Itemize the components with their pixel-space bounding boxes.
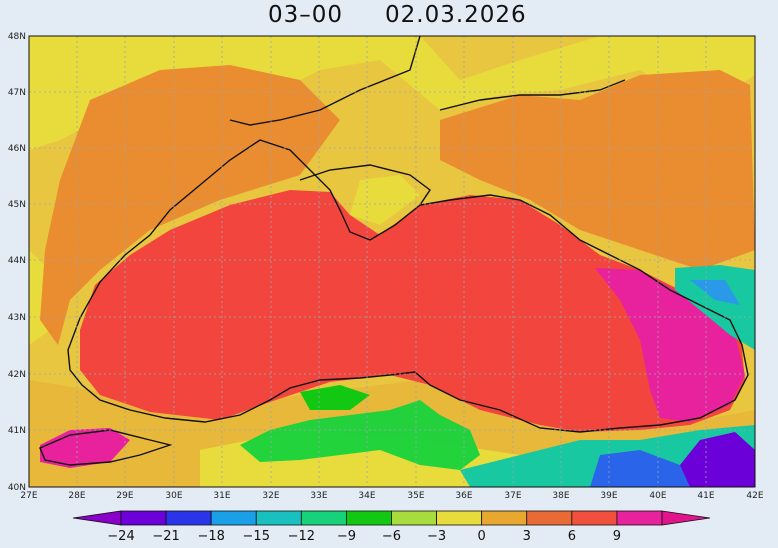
field-cold-blue-east <box>590 450 700 487</box>
field-warm-east <box>440 70 755 270</box>
field-cool-green-coast <box>300 385 370 410</box>
azov-east-coast <box>439 79 626 111</box>
colorbar-label: 3 <box>523 529 531 544</box>
lon-tick-label: 29E <box>116 491 133 501</box>
colorbar-segment <box>346 510 392 526</box>
title-time: 03–00 <box>268 2 344 28</box>
lon-tick-label: 34E <box>358 491 375 501</box>
field-neutral-crimea <box>350 175 420 225</box>
lon-tick-label: 31E <box>213 491 230 501</box>
marmara-coast <box>39 429 173 466</box>
colorbar-segment <box>481 510 528 526</box>
lon-tick-label: 33E <box>310 491 327 501</box>
colorbar-segment <box>391 510 437 526</box>
title-date: 02.03.2026 <box>385 2 527 28</box>
field-cold-violet-east <box>680 432 755 487</box>
colorbar-label: 0 <box>478 529 486 544</box>
crimea-coast <box>299 164 431 206</box>
colorbar-max-arrow <box>661 510 711 526</box>
field-cool-cyan-caucasus <box>675 265 755 350</box>
lat-tick-label: 48N <box>8 32 26 42</box>
colorbar-segment <box>255 510 302 526</box>
map-title: 03–00 02.03.2026 <box>0 2 778 30</box>
lon-axis: 27E 28E 29E 30E 31E 32E 33E 34E 35E 36E … <box>20 491 763 501</box>
colorbar-segment <box>526 510 573 526</box>
lat-lon-grid <box>29 36 755 487</box>
colorbar-label: −21 <box>152 529 179 544</box>
lon-tick-label: 27E <box>20 491 37 501</box>
black-sea-coast <box>67 139 749 433</box>
field-warm-nw <box>40 65 340 345</box>
colorbar-label: −12 <box>288 529 315 544</box>
coastline <box>39 36 749 466</box>
lon-tick-label: 36E <box>455 491 472 501</box>
map-frame <box>28 35 756 488</box>
colorbar-segment <box>165 510 212 526</box>
lon-tick-label: 37E <box>504 491 521 501</box>
colorbar-segment <box>616 510 663 526</box>
colorbar-label: −18 <box>197 529 224 544</box>
lat-tick-label: 45N <box>8 200 26 210</box>
temperature-field <box>29 36 755 487</box>
colorbar-segment <box>210 510 257 526</box>
field-neutral-north <box>29 36 755 150</box>
lat-tick-label: 46N <box>8 144 26 154</box>
lon-tick-label: 32E <box>262 491 279 501</box>
lon-tick-label: 39E <box>600 491 617 501</box>
colorbar-label: −15 <box>243 529 270 544</box>
lat-tick-label: 42N <box>8 370 26 380</box>
lat-tick-label: 44N <box>8 256 26 266</box>
colorbar-segment <box>300 510 347 526</box>
field-cool-blue-caucasus <box>690 280 740 305</box>
field-sea-hot-east <box>595 268 745 422</box>
lat-axis: 48N 47N 46N 45N 44N 43N 42N 41N 40N <box>8 32 26 493</box>
colorbar-segment <box>120 510 167 526</box>
colorbar-segment <box>571 510 618 526</box>
lon-tick-label: 42E <box>746 491 763 501</box>
colorbar-label: −6 <box>382 529 401 544</box>
lon-tick-label: 35E <box>407 491 424 501</box>
field-cool-green-south <box>240 400 480 470</box>
lat-tick-label: 47N <box>8 88 26 98</box>
lon-tick-label: 30E <box>165 491 182 501</box>
lon-tick-label: 38E <box>552 491 569 501</box>
colorbar-segment <box>436 510 483 526</box>
colorbar: −24 −21 −18 −15 −12 −9 −6 −3 0 3 6 9 <box>72 510 711 544</box>
lat-tick-label: 43N <box>8 313 26 323</box>
colorbar-min-arrow <box>72 510 122 526</box>
lon-tick-label: 28E <box>68 491 85 501</box>
colorbar-label: −24 <box>107 529 134 544</box>
colorbar-label: 6 <box>568 529 576 544</box>
azov-north-coast <box>229 36 421 126</box>
lat-tick-label: 41N <box>8 426 26 436</box>
colorbar-label: −9 <box>337 529 356 544</box>
lon-tick-label: 41E <box>697 491 714 501</box>
colorbar-label: −3 <box>427 529 446 544</box>
field-sea-warm <box>80 190 745 432</box>
lon-tick-label: 40E <box>649 491 666 501</box>
lat-tick-label: 40N <box>8 483 26 493</box>
colorbar-label: 9 <box>613 529 621 544</box>
